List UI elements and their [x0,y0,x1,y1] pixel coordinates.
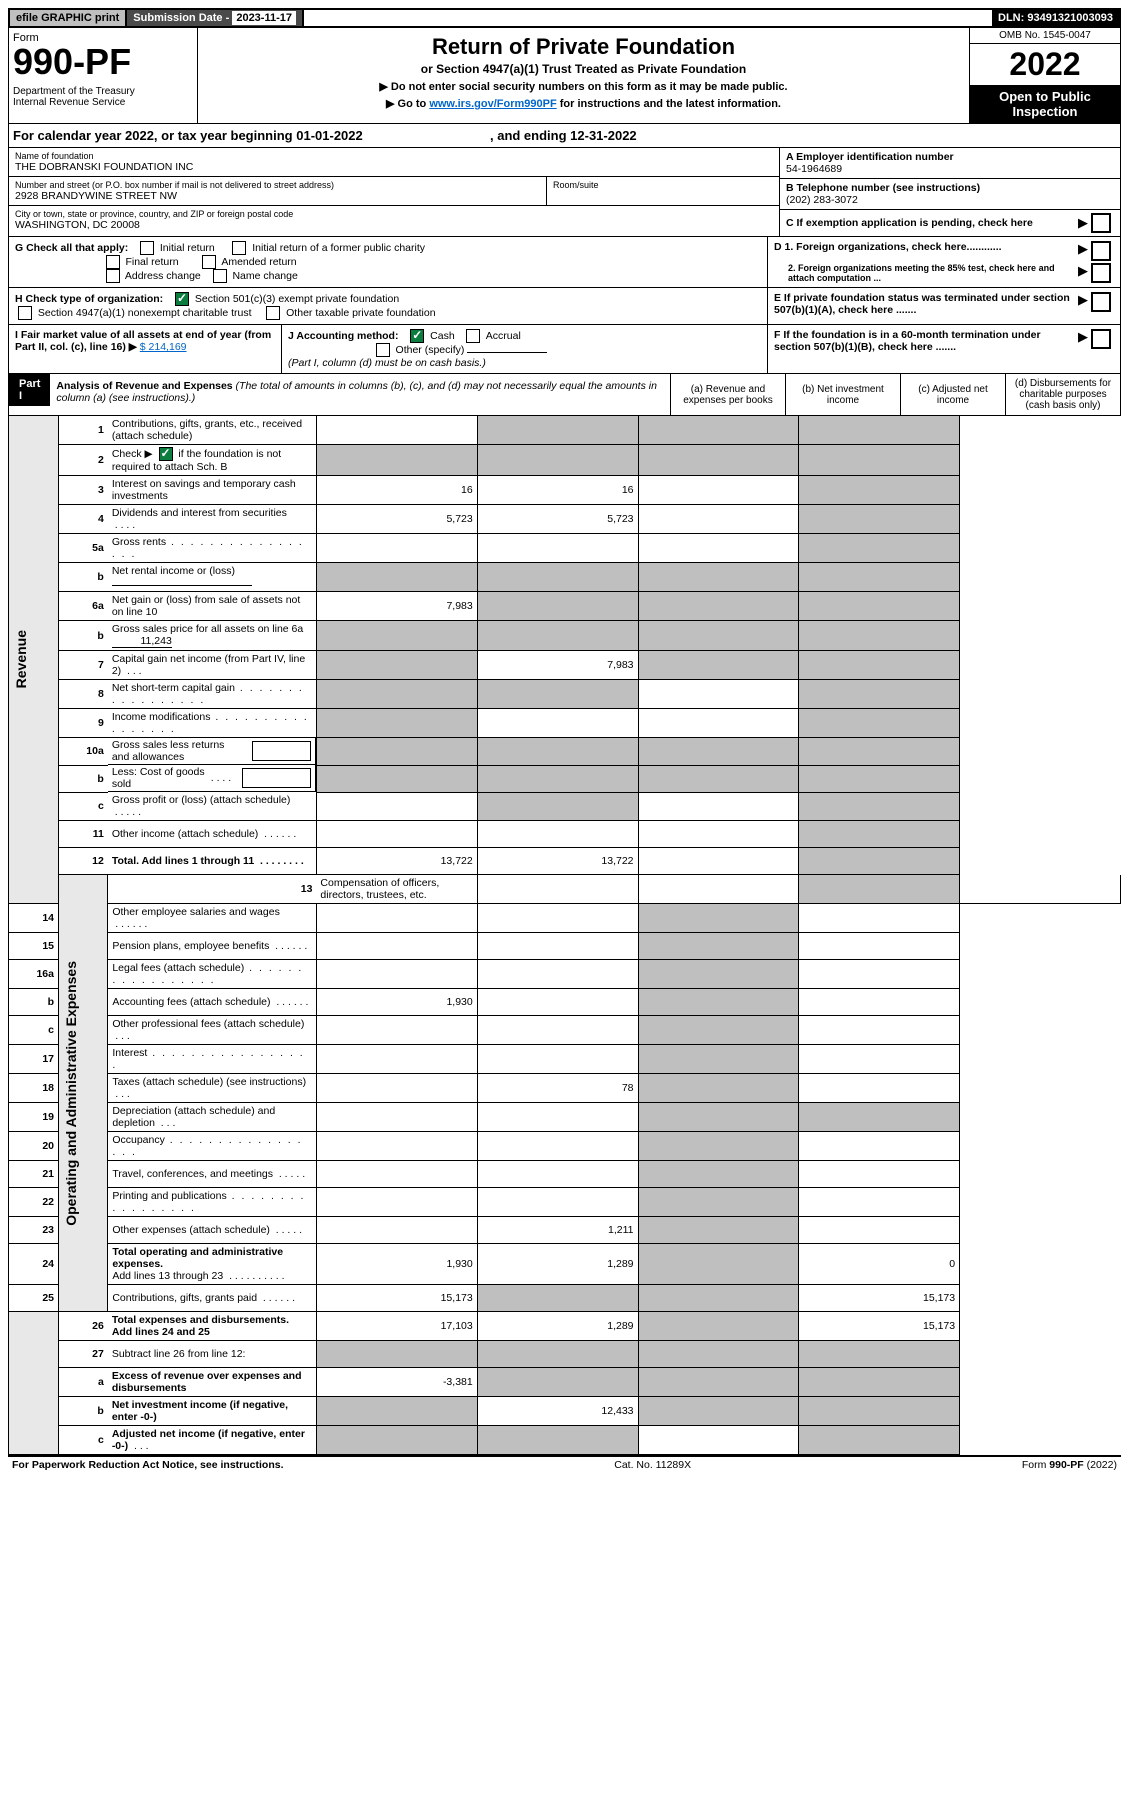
501c3-checkbox[interactable] [175,292,189,306]
calendar-year-row: For calendar year 2022, or tax year begi… [8,124,1121,148]
name-change-checkbox[interactable] [213,269,227,283]
city-state-zip: WASHINGTON, DC 20008 [15,219,140,231]
page-footer: For Paperwork Reduction Act Notice, see … [8,1455,1121,1473]
d1-checkbox[interactable] [1091,241,1111,261]
form-subtitle: or Section 4947(a)(1) Trust Treated as P… [202,62,965,76]
omb-number: OMB No. 1545-0047 [970,28,1120,44]
section-d: D 1. Foreign organizations, check here..… [767,237,1120,287]
f-checkbox[interactable] [1091,329,1111,349]
top-bar: efile GRAPHIC print Submission Date - 20… [8,8,1121,28]
schb-checkbox[interactable] [159,447,173,461]
section-e: E If private foundation status was termi… [767,288,1120,324]
address-label: Number and street (or P.O. box number if… [15,180,540,190]
dln: DLN: 93491321003093 [992,10,1119,26]
submission-date-label: Submission Date - 2023-11-17 [127,10,304,26]
efile-print-button[interactable]: efile GRAPHIC print [10,10,127,26]
arrow-icon: ▶ [1078,215,1088,231]
cash-checkbox[interactable] [410,329,424,343]
tax-year: 2022 [970,44,1120,85]
open-to-public: Open to Public Inspection [970,85,1120,123]
initial-former-checkbox[interactable] [232,241,246,255]
expenses-side-label: Operating and Administrative Expenses [63,961,79,1226]
ein-value: 54-1964689 [786,163,842,175]
name-label: Name of foundation [15,151,773,161]
form-note-1: ▶ Do not enter social security numbers o… [202,80,965,93]
irs-link[interactable]: www.irs.gov/Form990PF [429,98,556,110]
e-checkbox[interactable] [1091,292,1111,312]
phone-label: B Telephone number (see instructions) [786,182,980,194]
form-number: 990-PF [13,41,131,82]
street-address: 2928 BRANDYWINE STREET NW [15,190,177,202]
foundation-name: THE DOBRANSKI FOUNDATION INC [15,161,193,173]
exemption-pending-checkbox[interactable] [1091,213,1111,233]
phone-value: (202) 283-3072 [786,194,858,206]
other-taxable-checkbox[interactable] [266,306,280,320]
exemption-pending-label: C If exemption application is pending, c… [786,217,1078,229]
col-c-header: (c) Adjusted net income [900,374,1005,415]
form-title: Return of Private Foundation [202,34,965,60]
col-a-header: (a) Revenue and expenses per books [670,374,785,415]
section-i: I Fair market value of all assets at end… [9,325,282,373]
section-g: G Check all that apply: Initial return I… [9,237,767,287]
4947-checkbox[interactable] [18,306,32,320]
accrual-checkbox[interactable] [466,329,480,343]
part1-header: Part I Analysis of Revenue and Expenses … [8,374,1121,416]
other-method-checkbox[interactable] [376,343,390,357]
d2-checkbox[interactable] [1091,263,1111,283]
ein-label: A Employer identification number [786,151,954,163]
form-header: Form 990-PF Department of the Treasury I… [8,28,1121,124]
col-d-header: (d) Disbursements for charitable purpose… [1005,374,1120,415]
room-suite-label: Room/suite [546,177,779,205]
entity-info: Name of foundation THE DOBRANSKI FOUNDAT… [8,148,1121,237]
form-note-2: ▶ Go to www.irs.gov/Form990PF for instru… [202,97,965,110]
section-j: J Accounting method: Cash Accrual Other … [282,325,767,373]
city-label: City or town, state or province, country… [15,209,773,219]
fmv-value: $ 214,169 [140,341,187,353]
amended-return-checkbox[interactable] [202,255,216,269]
footer-mid: Cat. No. 11289X [614,1459,691,1471]
footer-right: Form 990-PF (2022) [1022,1459,1117,1471]
footer-left: For Paperwork Reduction Act Notice, see … [12,1459,284,1471]
dept-treasury: Department of the Treasury Internal Reve… [13,86,193,108]
col-b-header: (b) Net investment income [785,374,900,415]
address-change-checkbox[interactable] [106,269,120,283]
initial-return-checkbox[interactable] [140,241,154,255]
section-f: F If the foundation is in a 60-month ter… [767,325,1120,373]
part1-label: Part I [9,374,50,406]
section-h: H Check type of organization: Section 50… [9,288,767,324]
part1-table: Revenue 1Contributions, gifts, grants, e… [8,416,1121,1455]
revenue-side-label: Revenue [13,630,29,688]
final-return-checkbox[interactable] [106,255,120,269]
